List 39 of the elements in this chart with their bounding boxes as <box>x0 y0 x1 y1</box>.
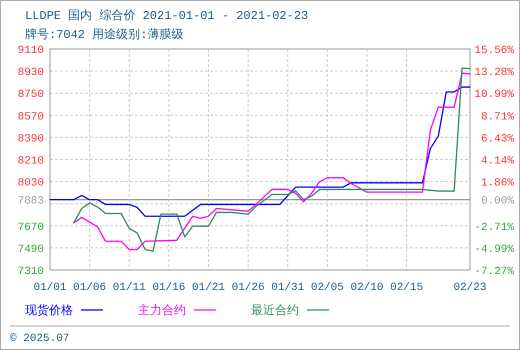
chart-subtitle: 牌号:7042 用途级别:薄膜级 <box>25 28 184 42</box>
x-tick-label: 01/01 <box>33 282 67 294</box>
text: © 2025.07 <box>10 333 70 345</box>
legend-label: 现货价格 <box>25 304 73 318</box>
y-tick-label: 8030 <box>18 178 44 190</box>
legend-label: 主力合约 <box>138 303 186 318</box>
y-tick-label: 7310 <box>18 266 44 278</box>
y2-tick-label: -4.99% <box>474 244 514 256</box>
chart-title: LLDPE 国内 综合价 2021-01-01 - 2021-02-23 <box>25 8 308 23</box>
y2-tick-label: -2.71% <box>474 222 514 234</box>
y-tick-label: 7883 <box>18 196 44 208</box>
y2-tick-label: -7.27% <box>474 266 514 278</box>
y-tick-label: 8570 <box>18 111 44 124</box>
y2-tick-label: 4.14% <box>480 156 514 168</box>
y2-tick-label: 1.86% <box>480 178 514 190</box>
x-tick-label: 01/26 <box>232 282 265 294</box>
y2-tick-label: 10.99% <box>474 89 514 102</box>
x-tick-label: 01/31 <box>271 282 305 294</box>
y2-tick-label: 15.56% <box>474 45 514 57</box>
y-tick-label: 8750 <box>18 89 44 102</box>
x-tick-label: 02/15 <box>390 282 424 294</box>
x-tick-label: 02/23 <box>453 282 487 294</box>
y2-tick-label: 0.00% <box>480 196 514 208</box>
y-tick-label: 7670 <box>18 222 44 234</box>
x-tick-label: 02/10 <box>350 282 384 294</box>
x-tick-label: 01/06 <box>73 282 106 294</box>
legend-label: 最近合约 <box>251 304 299 318</box>
y-tick-label: 8210 <box>18 156 44 168</box>
x-tick-label: 02/05 <box>310 282 344 294</box>
y-tick-label: 8390 <box>18 133 44 146</box>
y-tick-label: 8930 <box>18 67 44 80</box>
y-tick-label: 9110 <box>18 45 44 57</box>
y2-tick-label: 13.28% <box>474 67 514 80</box>
y2-tick-label: 6.43% <box>480 133 514 146</box>
x-tick-label: 01/11 <box>112 282 146 294</box>
x-tick-label: 01/21 <box>192 282 226 294</box>
x-tick-label: 01/16 <box>152 282 186 294</box>
y2-tick-label: 8.71% <box>480 111 514 124</box>
y-tick-label: 7490 <box>18 244 44 256</box>
